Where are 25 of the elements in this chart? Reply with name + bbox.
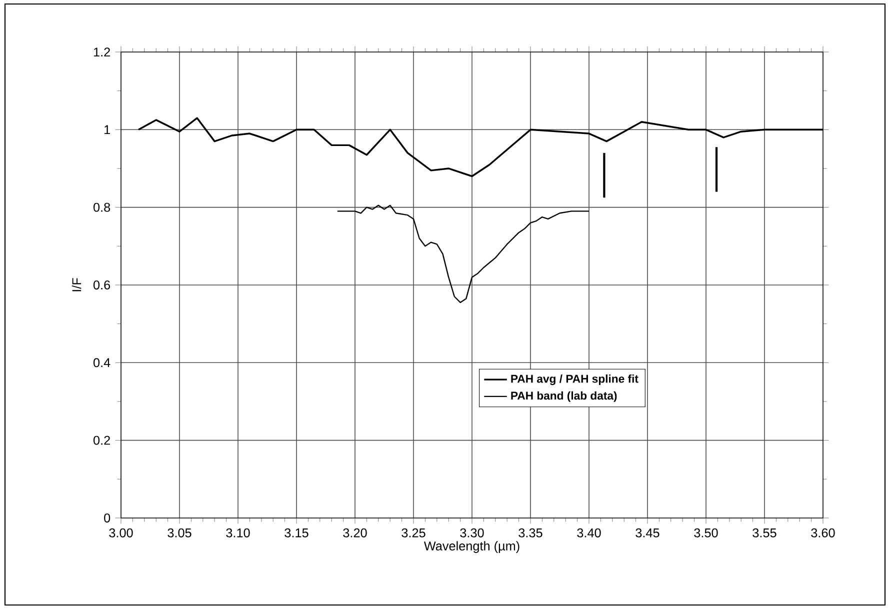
y-tick-label: 0.6 [93,280,110,290]
y-tick-label: 0.4 [93,358,110,368]
x-tick-label: 3.25 [402,528,426,538]
y-axis-title: I/F [72,278,82,292]
y-tick-label: 0 [104,514,110,522]
line-series [336,204,590,304]
x-tick-label: 3.55 [752,528,776,538]
x-axis-title: Wavelength (µm) [424,541,520,553]
x-tick-label: 3.60 [811,528,835,538]
legend-label: PAH avg / PAH spline fit [511,374,638,386]
x-tick-label: 3.20 [343,528,367,538]
x-tick-label: 3.45 [636,528,660,538]
y-tick-label: 1 [104,125,110,134]
y-tick-label: 0.8 [93,202,110,212]
x-tick-label: 3.15 [284,528,308,538]
legend-label: PAH band (lab data) [511,391,617,402]
x-tick-label: 3.30 [460,528,484,538]
x-tick-label: 3.50 [694,528,718,538]
y-tick-label: 0.2 [93,436,110,445]
x-tick-label: 3.35 [518,528,542,538]
x-tick-label: 3.05 [168,528,192,538]
x-tick-label: 3.10 [226,528,250,538]
x-tick-label: 3.40 [577,528,601,538]
y-tick-label: 1.2 [94,48,110,56]
x-tick-label: 3.00 [109,528,133,538]
